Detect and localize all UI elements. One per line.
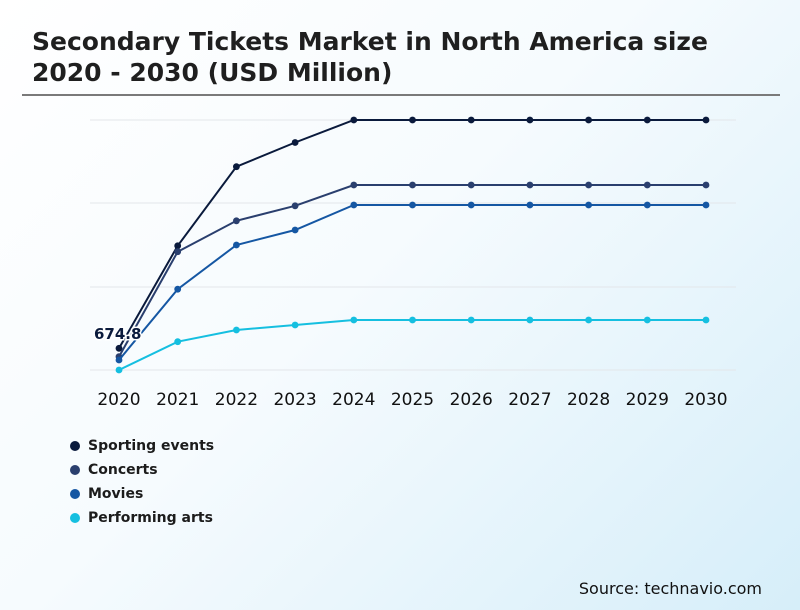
data-label: 674.8 xyxy=(94,325,141,343)
data-point-sporting-events xyxy=(702,116,710,124)
data-point-concerts xyxy=(643,181,651,189)
data-point-sporting-events xyxy=(115,344,123,352)
x-tick-label: 2021 xyxy=(156,390,199,410)
series-line-sporting-events xyxy=(118,119,706,349)
x-tick-label: 2030 xyxy=(684,390,727,410)
series-line-concerts xyxy=(118,184,706,358)
data-point-concerts xyxy=(291,202,299,210)
data-point-movies xyxy=(409,201,416,209)
data-point-movies xyxy=(702,201,710,209)
chart-legend: Sporting events Concerts Movies Performing … xyxy=(70,434,214,530)
data-point-performing-arts xyxy=(467,316,475,324)
data-point-movies xyxy=(233,241,240,249)
title-divider xyxy=(22,94,780,96)
data-point-performing-arts xyxy=(233,326,240,334)
data-point-performing-arts xyxy=(291,321,299,329)
data-point-movies xyxy=(585,201,592,209)
data-point-concerts xyxy=(174,248,182,256)
data-point-sporting-events xyxy=(350,116,358,124)
data-point-performing-arts xyxy=(115,366,123,374)
legend-marker xyxy=(70,513,80,523)
legend-item-sporting-events: Sporting events xyxy=(70,434,214,458)
data-point-concerts xyxy=(350,181,358,189)
data-point-concerts xyxy=(233,217,240,225)
x-tick-label: 2025 xyxy=(391,390,434,410)
data-point-performing-arts xyxy=(409,316,416,324)
data-point-performing-arts xyxy=(643,316,651,324)
data-point-sporting-events xyxy=(467,116,475,124)
data-point-movies xyxy=(115,356,123,364)
data-point-performing-arts xyxy=(585,316,592,324)
x-tick-label: 2024 xyxy=(332,390,375,410)
legend-item-concerts: Concerts xyxy=(70,458,214,482)
legend-item-performing-arts: Performing arts xyxy=(70,506,214,530)
data-point-movies xyxy=(643,201,651,209)
source-credit: Source: technavio.com xyxy=(578,579,762,598)
x-tick-label: 2023 xyxy=(273,390,316,410)
data-point-movies xyxy=(174,285,182,293)
x-tick-label: 2026 xyxy=(450,390,493,410)
data-point-concerts xyxy=(409,181,416,189)
x-tick-label: 2020 xyxy=(97,390,140,410)
series-line-performing-arts xyxy=(118,319,706,371)
data-point-performing-arts xyxy=(702,316,710,324)
data-point-movies xyxy=(291,226,299,234)
data-point-concerts xyxy=(467,181,475,189)
data-point-movies xyxy=(350,201,358,209)
data-point-performing-arts xyxy=(526,316,534,324)
data-point-performing-arts xyxy=(350,316,358,324)
legend-item-movies: Movies xyxy=(70,482,214,506)
data-point-concerts xyxy=(585,181,592,189)
data-point-sporting-events xyxy=(291,139,299,146)
line-chart: 2020 2021 2022 2023 2024 2025 2026 2027 2028 2029… xyxy=(90,116,736,410)
legend-label: Concerts xyxy=(88,462,158,478)
data-point-sporting-events xyxy=(526,116,534,124)
data-point-sporting-events xyxy=(233,163,240,171)
legend-marker xyxy=(70,441,80,451)
x-tick-label: 2027 xyxy=(508,390,551,410)
data-point-sporting-events xyxy=(643,116,651,124)
data-point-performing-arts xyxy=(174,338,182,346)
x-tick-label: 2022 xyxy=(215,390,258,410)
legend-label: Movies xyxy=(88,486,144,502)
data-point-concerts xyxy=(526,181,534,189)
legend-marker xyxy=(70,465,80,475)
data-point-sporting-events xyxy=(585,116,592,124)
chart-title: Secondary Tickets Market in North Americ… xyxy=(32,27,708,87)
data-point-movies xyxy=(526,201,534,209)
legend-label: Sporting events xyxy=(88,438,215,454)
x-tick-label: 2029 xyxy=(626,390,669,410)
x-tick-label: 2028 xyxy=(567,390,610,410)
data-point-sporting-events xyxy=(174,242,182,250)
data-point-movies xyxy=(467,201,475,209)
data-point-concerts xyxy=(702,181,710,189)
data-point-sporting-events xyxy=(409,116,416,124)
legend-label: Performing arts xyxy=(88,510,213,526)
legend-marker xyxy=(70,489,80,499)
